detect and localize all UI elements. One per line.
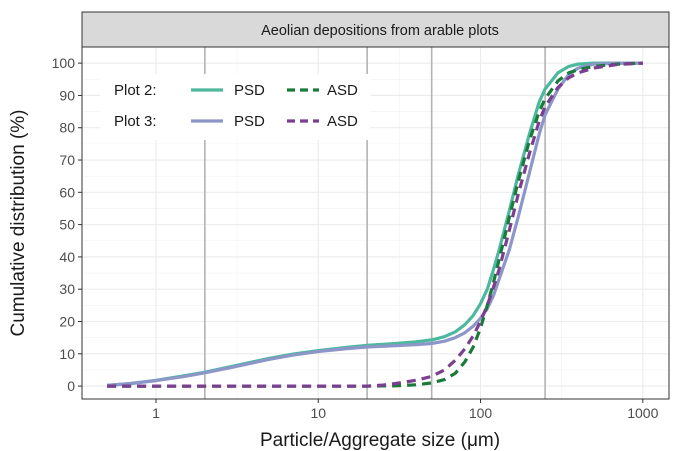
y-axis: 0 10 20 30 40 50 60 70 80 90 100 <box>52 55 82 394</box>
chart-title: Aeolian depositions from arable plots <box>261 23 499 39</box>
series-layer <box>106 61 643 388</box>
x-axis-title: Particle/Aggregate size (μm) <box>260 430 500 451</box>
y-tick-label: 70 <box>59 152 75 168</box>
plot-panel-border <box>81 46 670 400</box>
y-tick-label: 80 <box>59 120 75 136</box>
legend-entry-label: PSD <box>234 113 265 130</box>
x-axis: 1 10 100 1000 <box>152 399 659 421</box>
x-tick-label: 100 <box>469 405 493 421</box>
y-tick-label: 10 <box>59 346 75 362</box>
legend: Plot 2: PSD ASD Plot 3: PSD ASD <box>100 74 370 140</box>
legend-entry-label: ASD <box>327 82 358 99</box>
legend-group-label: Plot 3: <box>114 113 157 130</box>
facet-strip-background <box>81 11 670 48</box>
x-tick-label: 1 <box>152 405 160 421</box>
legend-background <box>100 74 370 140</box>
legend-entry-label: PSD <box>234 82 265 99</box>
y-tick-label: 60 <box>59 184 75 200</box>
series-line-plot-3-asd <box>107 61 643 388</box>
y-tick-label: 40 <box>59 249 75 265</box>
x-tick-label: 10 <box>310 405 326 421</box>
facet-strip: Aeolian depositions from arable plots <box>81 11 670 48</box>
gridlines <box>82 47 669 399</box>
y-tick-label: 20 <box>59 313 75 329</box>
y-axis-title: Cumulative distribution (%) <box>8 109 29 336</box>
y-tick-label: 90 <box>59 87 75 103</box>
legend-entry-label: ASD <box>327 113 358 130</box>
series-line-plot-3-psd <box>106 61 643 387</box>
x-tick-label: 1000 <box>627 405 658 421</box>
y-tick-label: 50 <box>59 217 75 233</box>
legend-group-label: Plot 2: <box>114 82 157 99</box>
y-tick-label: 0 <box>67 378 75 394</box>
y-tick-label: 30 <box>59 281 75 297</box>
y-tick-label: 100 <box>52 55 76 71</box>
